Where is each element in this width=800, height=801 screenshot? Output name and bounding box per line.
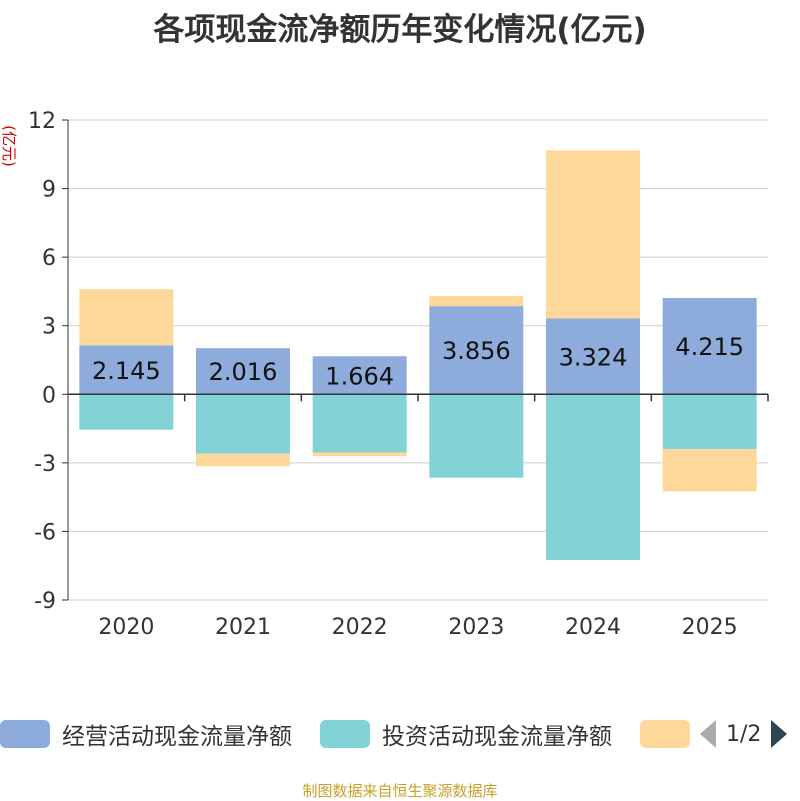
- legend-swatch-financing: [640, 720, 690, 748]
- bar-financing-2023: [429, 295, 524, 307]
- bar-financing-2024: [546, 150, 640, 319]
- bar-investing-2020: [79, 394, 174, 430]
- bar-chart: 12 9 6 3 0 -3 -6 -9 2020 2021 2022 2023 2024 2025 2.1…: [28, 109, 769, 640]
- bar-investing-2023: [429, 394, 524, 478]
- y-tick-label: 3: [42, 315, 56, 340]
- y-tick-label: 0: [42, 383, 56, 408]
- data-label-2021: 2.016: [209, 358, 278, 386]
- legend-item-investing[interactable]: 投资活动现金流量净额: [320, 718, 612, 750]
- x-tick-label-2025: 2025: [682, 615, 738, 640]
- bar-operating-2024: [546, 318, 640, 395]
- data-labels: 2.145 2.016 1.664 3.856 3.324 4.215: [92, 333, 744, 390]
- x-tick-label-2021: 2021: [215, 615, 271, 640]
- legend-label-investing: 投资活动现金流量净额: [382, 724, 612, 750]
- bar-investing-2024: [546, 394, 640, 560]
- data-label-2025: 4.215: [675, 333, 744, 361]
- y-tick-label: 9: [42, 178, 56, 203]
- bar-operating-2025: [662, 297, 757, 395]
- data-label-2023: 3.856: [442, 337, 511, 365]
- bar-operating-2021: [196, 348, 290, 395]
- legend-pager: 1/2: [700, 718, 788, 750]
- data-label-2024: 3.324: [559, 343, 628, 371]
- x-tick-label-2024: 2024: [565, 615, 621, 640]
- legend-item-financing[interactable]: [640, 718, 690, 750]
- bar-operating-2020: [79, 345, 174, 395]
- legend: 经营活动现金流量净额 投资活动现金流量净额 1/2: [0, 714, 800, 754]
- legend-prev-page-icon[interactable]: [700, 720, 716, 748]
- bar-financing-2021: [196, 453, 290, 467]
- y-tick-label: -9: [34, 589, 56, 614]
- x-tick-label-2023: 2023: [448, 615, 504, 640]
- bar-investing-2022: [312, 394, 407, 453]
- bar-financing-2025: [662, 449, 757, 492]
- y-tick-label: 12: [28, 109, 56, 134]
- legend-item-operating[interactable]: 经营活动现金流量净额: [0, 718, 292, 750]
- data-label-2020: 2.145: [92, 357, 161, 385]
- x-tick-label-2022: 2022: [332, 615, 388, 640]
- legend-page-indicator: 1/2: [726, 721, 762, 747]
- y-tick-label: -6: [34, 520, 56, 545]
- bar-financing-2022: [312, 452, 407, 456]
- bar-financing-2020: [79, 289, 174, 346]
- bar-operating-2022: [312, 356, 407, 395]
- legend-next-page-icon[interactable]: [771, 720, 788, 748]
- bar-investing-2021: [196, 394, 290, 454]
- bars: [79, 150, 757, 560]
- bar-operating-2023: [429, 306, 524, 395]
- data-source-footer: 制图数据来自恒生聚源数据库: [302, 782, 498, 800]
- bar-investing-2025: [662, 394, 757, 450]
- y-tick-label: 6: [42, 246, 56, 271]
- grid-lines: [68, 119, 768, 601]
- x-tick-label-2020: 2020: [98, 615, 154, 640]
- legend-label-operating: 经营活动现金流量净额: [62, 724, 292, 750]
- y-tick-label: -3: [34, 452, 56, 477]
- chart-title: 各项现金流净额历年变化情况(亿元): [153, 12, 647, 48]
- legend-swatch-investing: [320, 720, 370, 748]
- legend-swatch-operating: [0, 720, 50, 748]
- axes: 12 9 6 3 0 -3 -6 -9 2020 2021 2022 2023 2024 2025: [28, 109, 769, 640]
- data-label-2022: 1.664: [325, 362, 394, 390]
